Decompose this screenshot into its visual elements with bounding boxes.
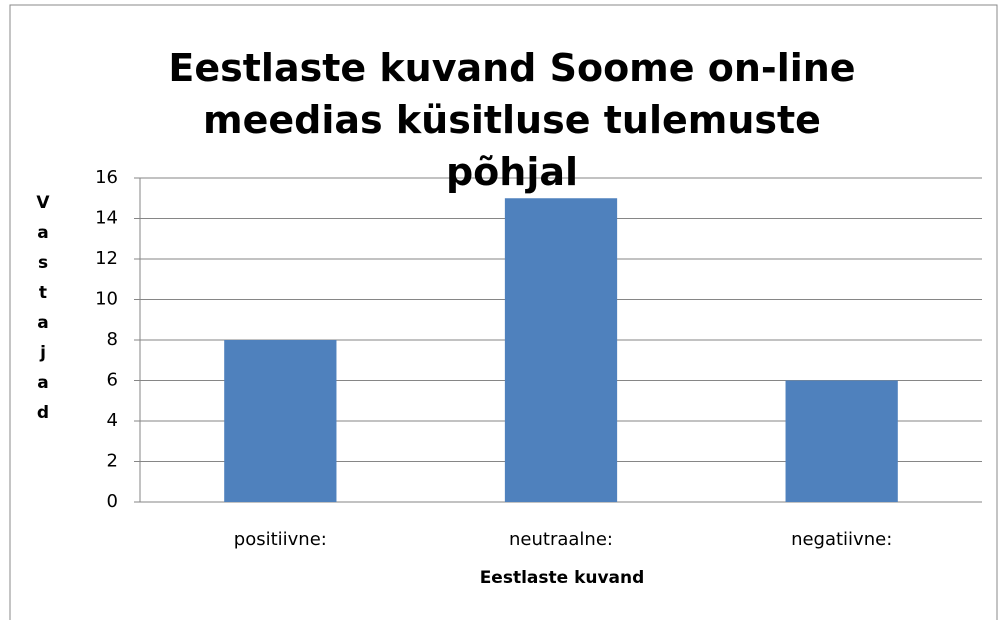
y-tick-label: 6 [107, 370, 118, 391]
y-tick-label: 8 [107, 329, 118, 350]
y-tick-label: 16 [95, 167, 118, 188]
x-tick-label: neutraalne: [509, 529, 613, 550]
y-axis-label: Vastajad [36, 193, 50, 423]
y-tick-label: 4 [107, 410, 118, 431]
chart-border [9, 4, 998, 620]
bar [785, 380, 898, 502]
bar [504, 198, 618, 502]
y-tick-label: 12 [95, 248, 118, 269]
y-tick-label: 0 [107, 491, 118, 512]
chart-title: Eestlaste kuvand Soome on-line meedias k… [168, 46, 856, 194]
y-tick-label: 14 [95, 208, 118, 229]
x-axis-label: Eestlaste kuvand [480, 568, 645, 588]
x-tick-label: positiivne: [234, 529, 327, 550]
bar [224, 340, 337, 502]
x-tick-label: negatiivne: [791, 529, 892, 550]
y-tick-label: 2 [107, 451, 118, 472]
y-tick-label: 10 [95, 289, 118, 310]
